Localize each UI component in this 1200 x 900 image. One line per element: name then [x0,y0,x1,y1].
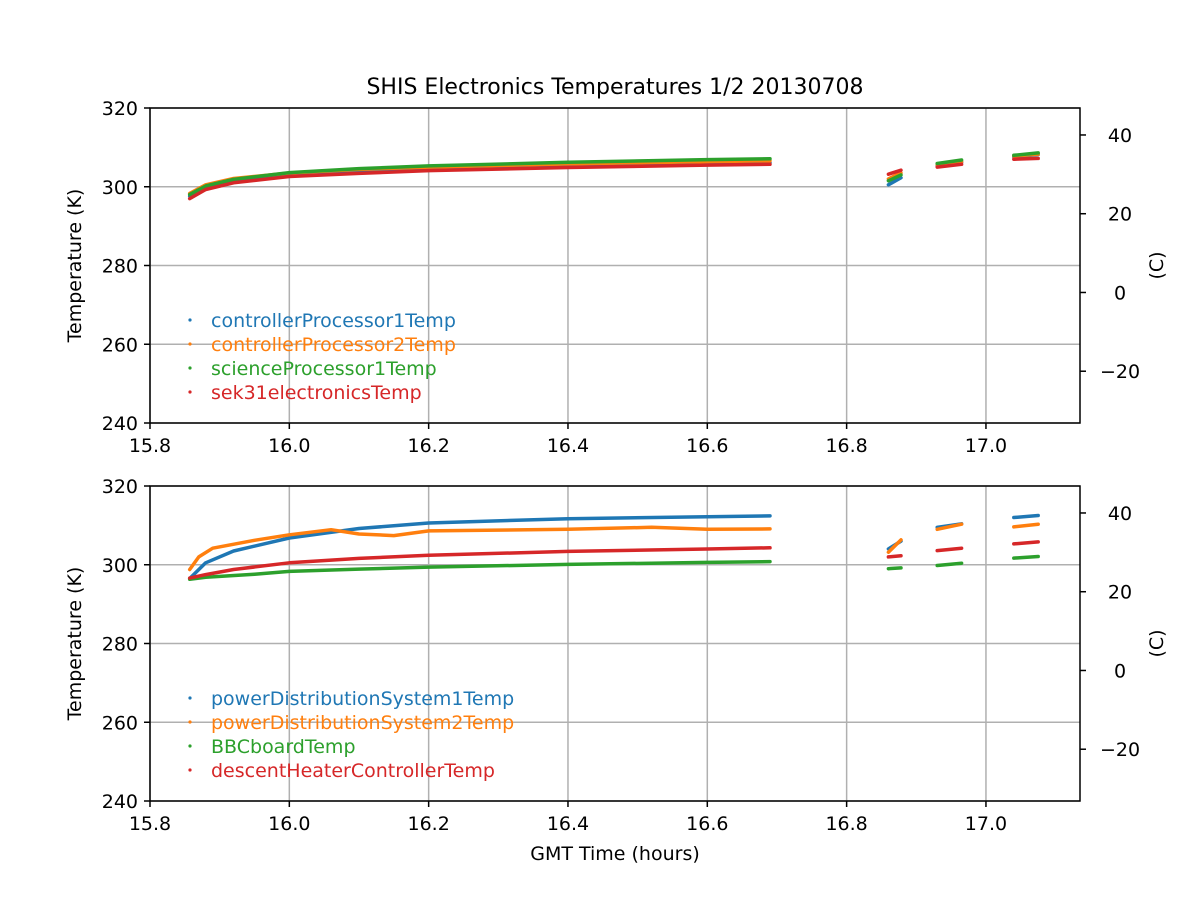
x-tick-label: 16.2 [407,435,449,457]
y-right-axis-label: (C) [1146,629,1168,657]
y-right-tick-label: 0 [1114,282,1126,304]
y-tick-label: 300 [102,555,138,577]
legend-marker [188,696,192,700]
legend-marker [188,768,192,772]
y-right-tick-label: 0 [1114,660,1126,682]
x-tick-label: 16.4 [547,813,589,835]
series-line-scienceProcessor1Temp [187,157,772,197]
y-right-tick-label: 40 [1108,125,1132,147]
y-axis-label: Temperature (K) [64,189,86,344]
series-line-scienceProcessor1Temp [935,158,964,166]
x-axis-label: GMT Time (hours) [530,843,700,865]
y-tick-label: 260 [102,334,138,356]
legend-label: scienceProcessor1Temp [211,358,437,380]
series-line-BBCboardTemp [886,566,903,571]
y-tick-label: 240 [102,791,138,813]
legend-label: sek31electronicsTemp [211,382,422,404]
series-line-sek31electronicsTemp [886,168,903,176]
series-line-sek31electronicsTemp [935,162,964,169]
series-line-sek31electronicsTemp [1012,156,1040,161]
x-tick-label: 16.2 [407,813,449,835]
x-tick-label: 17.0 [965,813,1007,835]
series-line-controllerProcessor1Temp [886,175,903,187]
legend-marker [188,744,192,748]
x-tick-label: 16.8 [825,435,867,457]
series-line-powerDistributionSystem2Temp [187,525,772,572]
series-line-descentHeaterControllerTemp [935,546,964,553]
series-line-powerDistributionSystem1Temp [187,514,772,581]
series-line-BBCboardTemp [935,561,964,568]
y-tick-label: 320 [102,98,138,120]
legend-label: powerDistributionSystem2Temp [211,712,514,734]
x-tick-label: 16.6 [686,435,728,457]
legend-label: powerDistributionSystem1Temp [211,688,514,710]
x-tick-label: 15.8 [129,435,171,457]
series-line-powerDistributionSystem1Temp [1012,513,1040,520]
series-line-descentHeaterControllerTemp [1012,540,1040,546]
y-right-tick-label: 20 [1108,204,1132,226]
series-line-sek31electronicsTemp [187,162,772,201]
y-right-tick-label: 40 [1108,503,1132,525]
y-tick-label: 240 [102,413,138,435]
chart-title: SHIS Electronics Temperatures 1/2 201307… [366,75,863,100]
series-line-BBCboardTemp [187,559,772,582]
y-right-tick-label: −20 [1100,739,1140,761]
series-line-descentHeaterControllerTemp [187,546,772,580]
legend-label: controllerProcessor2Temp [211,334,456,356]
legend-marker [188,720,192,724]
y-tick-label: 260 [102,712,138,734]
legend-label: descentHeaterControllerTemp [211,760,495,782]
legend-marker [188,318,192,322]
x-tick-label: 16.6 [686,813,728,835]
y-right-tick-label: −20 [1100,361,1140,383]
y-tick-label: 300 [102,177,138,199]
x-tick-label: 17.0 [965,435,1007,457]
series-line-powerDistributionSystem2Temp [1012,522,1040,529]
y-tick-label: 320 [102,476,138,498]
y-axis-label: Temperature (K) [64,567,86,722]
legend-marker [188,342,192,346]
x-tick-label: 16.8 [825,813,867,835]
x-tick-label: 15.8 [129,813,171,835]
series-line-powerDistributionSystem2Temp [935,522,964,532]
legend-marker [188,390,192,394]
x-tick-label: 16.4 [547,435,589,457]
series-line-powerDistributionSystem2Temp [886,538,903,554]
bottom-panel: 15.8 16.0 16.2 16.4 16.6 16.8 17.0 240 260 280 300… [64,476,1168,835]
y-tick-label: 280 [102,256,138,278]
series-line-scienceProcessor1Temp [886,173,903,183]
series-line-descentHeaterControllerTemp [886,553,903,559]
y-right-axis-label: (C) [1146,251,1168,279]
series-line-BBCboardTemp [1012,554,1040,560]
y-right-tick-label: 20 [1108,582,1132,604]
y-tick-label: 280 [102,634,138,656]
legend-label: BBCboardTemp [211,736,356,758]
series-line-scienceProcessor1Temp [1012,151,1040,158]
legend-label: controllerProcessor1Temp [211,310,456,332]
x-tick-label: 16.0 [268,435,310,457]
x-tick-label: 16.0 [268,813,310,835]
legend-marker [188,366,192,370]
top-panel: 15.8 16.0 16.2 16.4 16.6 16.8 17.0 240 260 280 300… [64,98,1168,457]
